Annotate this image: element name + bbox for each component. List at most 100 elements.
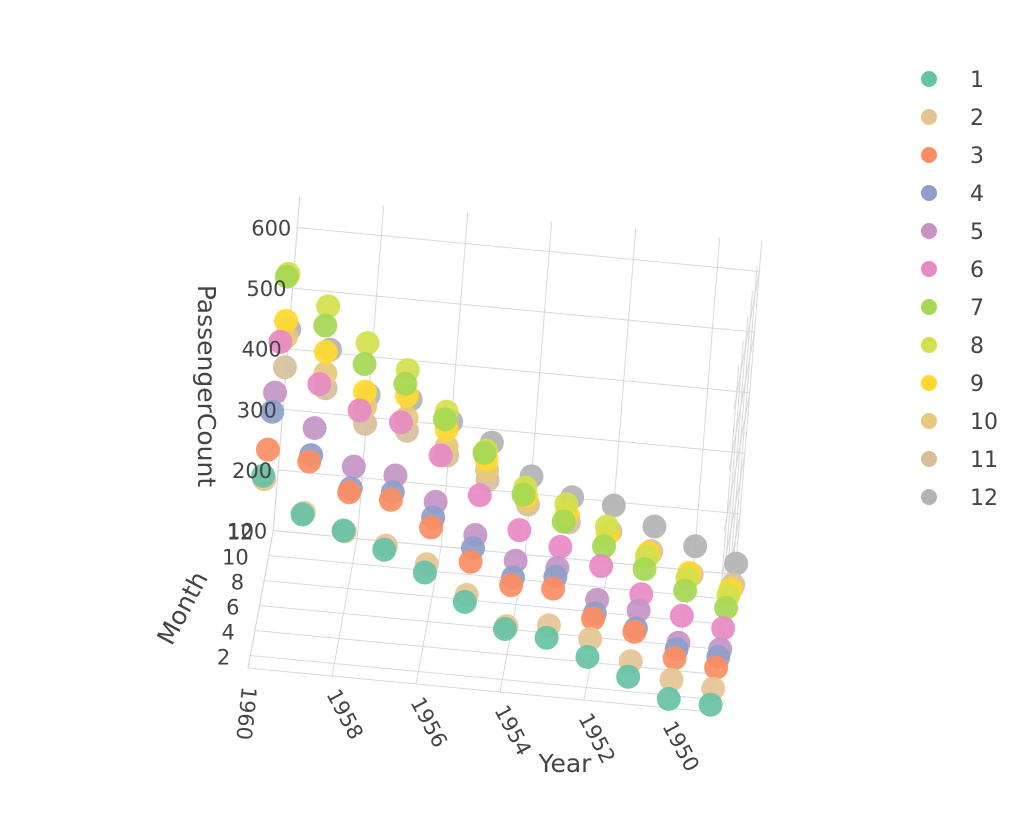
data-point	[313, 313, 338, 338]
legend-label: 10	[970, 410, 998, 435]
legend-label: 4	[970, 182, 984, 207]
legend-label: 9	[970, 372, 984, 397]
data-point	[589, 553, 614, 578]
legend-label: 3	[970, 144, 984, 169]
data-point	[393, 371, 418, 396]
data-point	[378, 487, 403, 512]
legend-item-8[interactable]: 8	[921, 334, 984, 359]
data-point	[534, 625, 559, 650]
data-point	[632, 557, 657, 582]
data-point	[263, 380, 288, 405]
x-tick-label: 1956	[406, 693, 452, 751]
data-point	[337, 480, 362, 505]
data-point	[592, 534, 617, 559]
grid-line	[264, 580, 727, 625]
legend-item-7[interactable]: 7	[921, 296, 984, 321]
x-axis-title: Year	[538, 749, 593, 778]
legend-marker	[921, 261, 937, 277]
grid-line	[268, 555, 731, 600]
data-point	[669, 603, 694, 628]
z-tick-label: 400	[242, 338, 282, 362]
legend-marker	[921, 375, 937, 391]
data-point	[452, 589, 477, 614]
data-point	[428, 443, 453, 468]
data-point	[255, 437, 280, 462]
data-point	[388, 410, 413, 435]
legend-label: 7	[970, 296, 984, 321]
data-point	[659, 667, 684, 692]
legend-item-10[interactable]: 10	[921, 410, 998, 435]
legend-item-5[interactable]: 5	[921, 220, 984, 245]
legend-item-1[interactable]: 1	[921, 68, 984, 93]
legend-label: 11	[970, 448, 998, 473]
data-point	[260, 399, 285, 424]
data-point	[272, 355, 297, 380]
x-tick-label: 1954	[490, 701, 536, 759]
legend-item-3[interactable]: 3	[921, 144, 984, 169]
legend-item-11[interactable]: 11	[921, 448, 998, 473]
legend-item-9[interactable]: 9	[921, 372, 984, 397]
data-point	[714, 595, 739, 620]
data-point	[541, 576, 566, 601]
legend-marker	[921, 337, 937, 353]
x-tick-label: 1960	[231, 685, 260, 741]
data-point	[290, 502, 315, 527]
data-point	[601, 493, 626, 518]
data-point	[355, 331, 380, 356]
data-point	[307, 372, 332, 397]
y-tick-label: 12	[227, 521, 254, 545]
grid-line	[331, 538, 358, 677]
data-point	[372, 537, 397, 562]
legend-item-6[interactable]: 6	[921, 258, 984, 283]
grid-line	[254, 630, 717, 675]
data-point	[575, 644, 600, 669]
grid-line	[734, 241, 763, 575]
legend-marker	[921, 147, 937, 163]
x-tick-label: 1950	[658, 717, 704, 775]
data-point	[352, 352, 377, 377]
z-tick-label: 300	[237, 398, 277, 422]
legend-label: 8	[970, 334, 984, 359]
legend-item-12[interactable]: 12	[921, 486, 998, 511]
data-point	[511, 482, 536, 507]
data-point	[594, 514, 619, 539]
data-point	[412, 560, 437, 585]
data-point	[331, 518, 356, 543]
data-point	[551, 509, 576, 534]
z-tick-label: 600	[251, 217, 291, 241]
data-point	[499, 573, 524, 598]
legend-label: 5	[970, 220, 984, 245]
y-tick-label: 6	[226, 596, 239, 620]
data-point	[507, 518, 532, 543]
data-point	[642, 514, 667, 539]
points-layer	[251, 261, 749, 717]
data-point	[698, 692, 723, 717]
y-tick-label: 4	[222, 621, 235, 645]
data-point	[302, 416, 327, 441]
legend-label: 12	[970, 486, 998, 511]
data-point	[711, 616, 736, 641]
z-tick-label: 100	[227, 520, 267, 544]
data-point	[578, 627, 603, 652]
data-point	[683, 534, 708, 559]
data-point	[548, 534, 573, 559]
data-point	[273, 308, 298, 333]
grid-line	[730, 266, 758, 600]
legend-marker	[921, 71, 937, 87]
data-point	[622, 619, 647, 644]
legend-label: 2	[970, 106, 984, 131]
x-tick-label: 1958	[322, 685, 368, 743]
legend-marker	[921, 413, 937, 429]
y-tick-label: 2	[217, 646, 230, 670]
data-point	[341, 454, 366, 479]
data-point	[297, 449, 322, 474]
legend-item-4[interactable]: 4	[921, 182, 984, 207]
data-point	[347, 398, 372, 423]
legend-marker	[921, 299, 937, 315]
data-point	[251, 463, 276, 488]
data-point	[704, 655, 729, 680]
y-axis-line	[247, 530, 274, 669]
legend-item-2[interactable]: 2	[921, 106, 984, 131]
